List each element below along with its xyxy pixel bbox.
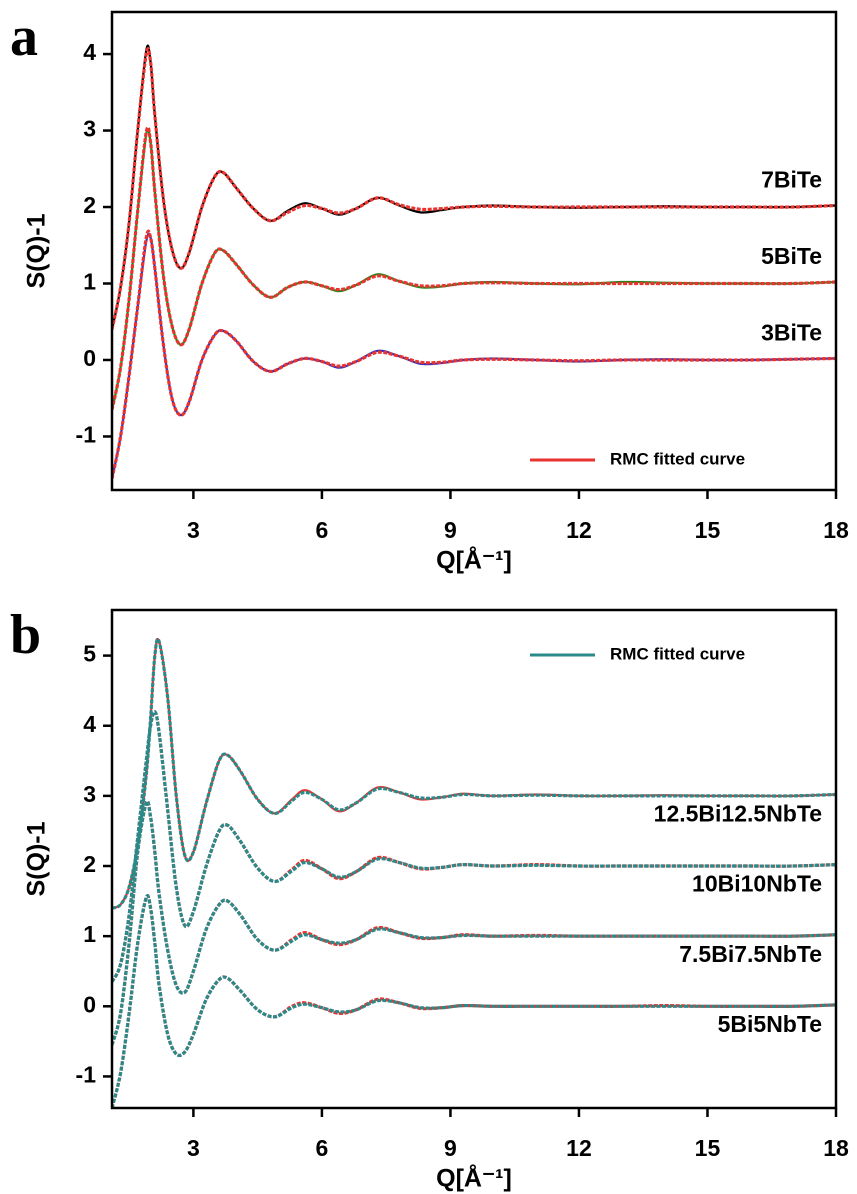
x-tick-label: 3 — [187, 517, 200, 543]
plot-lines — [112, 44, 836, 479]
data-line — [112, 799, 836, 1046]
x-tick-label: 3 — [187, 1135, 200, 1161]
data-line — [112, 710, 836, 983]
y-axis-title: S(Q)-1 — [23, 821, 51, 896]
series-label: 3BiTe — [761, 320, 822, 346]
y-tick-label: 0 — [83, 345, 96, 371]
x-tick-label: 9 — [444, 517, 457, 543]
x-tick-label: 9 — [444, 1135, 457, 1161]
series-label: 5BiTe — [761, 243, 822, 269]
y-tick-label: 1 — [83, 921, 96, 947]
x-tick-label: 6 — [316, 1135, 329, 1161]
panel-letter: b — [10, 604, 41, 666]
data-line — [112, 232, 836, 479]
y-tick-label: 4 — [83, 711, 96, 737]
plot-lines — [112, 637, 836, 1108]
data-line — [112, 799, 836, 1046]
data-line — [112, 44, 836, 330]
y-tick-label: 1 — [83, 269, 96, 295]
x-axis-title: Q[Å⁻¹] — [436, 1164, 512, 1193]
plot-frame — [110, 608, 838, 1110]
series-label: 10Bi10NbTe — [692, 871, 822, 897]
x-tick-label: 18 — [823, 1135, 849, 1161]
x-tick-label: 15 — [695, 1135, 721, 1161]
y-tick-label: 0 — [83, 991, 96, 1017]
x-tick-label: 6 — [316, 517, 329, 543]
series-label: 5Bi5NbTe — [718, 1011, 822, 1037]
y-tick-label: -1 — [76, 422, 97, 448]
series-label: 12.5Bi12.5NbTe — [654, 801, 822, 827]
y-tick-label: 5 — [83, 641, 96, 667]
legend-label: RMC fitted curve — [610, 644, 745, 663]
panel-letter: a — [10, 6, 38, 68]
data-line — [112, 229, 836, 479]
x-tick-label: 12 — [566, 1135, 592, 1161]
y-tick-label: 4 — [83, 39, 96, 65]
x-tick-label: 12 — [566, 517, 592, 543]
plot-frame — [110, 10, 838, 492]
y-tick-label: 3 — [83, 781, 96, 807]
y-tick-label: -1 — [76, 1062, 97, 1088]
legend-label: RMC fitted curve — [610, 449, 745, 468]
data-line — [112, 637, 836, 910]
x-tick-label: 18 — [823, 517, 849, 543]
x-axis-title: Q[Å⁻¹] — [436, 546, 512, 575]
y-tick-label: 2 — [83, 192, 96, 218]
data-line — [112, 47, 836, 330]
y-axis-title: S(Q)-1 — [23, 213, 51, 288]
y-tick-label: 2 — [83, 851, 96, 877]
y-tick-label: 3 — [83, 116, 96, 142]
series-label: 7BiTe — [761, 167, 822, 193]
data-line — [112, 125, 836, 411]
data-line — [112, 894, 836, 1108]
x-tick-label: 15 — [695, 517, 721, 543]
data-line — [112, 894, 836, 1108]
series-label: 7.5Bi7.5NbTe — [679, 941, 822, 967]
data-line — [112, 637, 836, 910]
